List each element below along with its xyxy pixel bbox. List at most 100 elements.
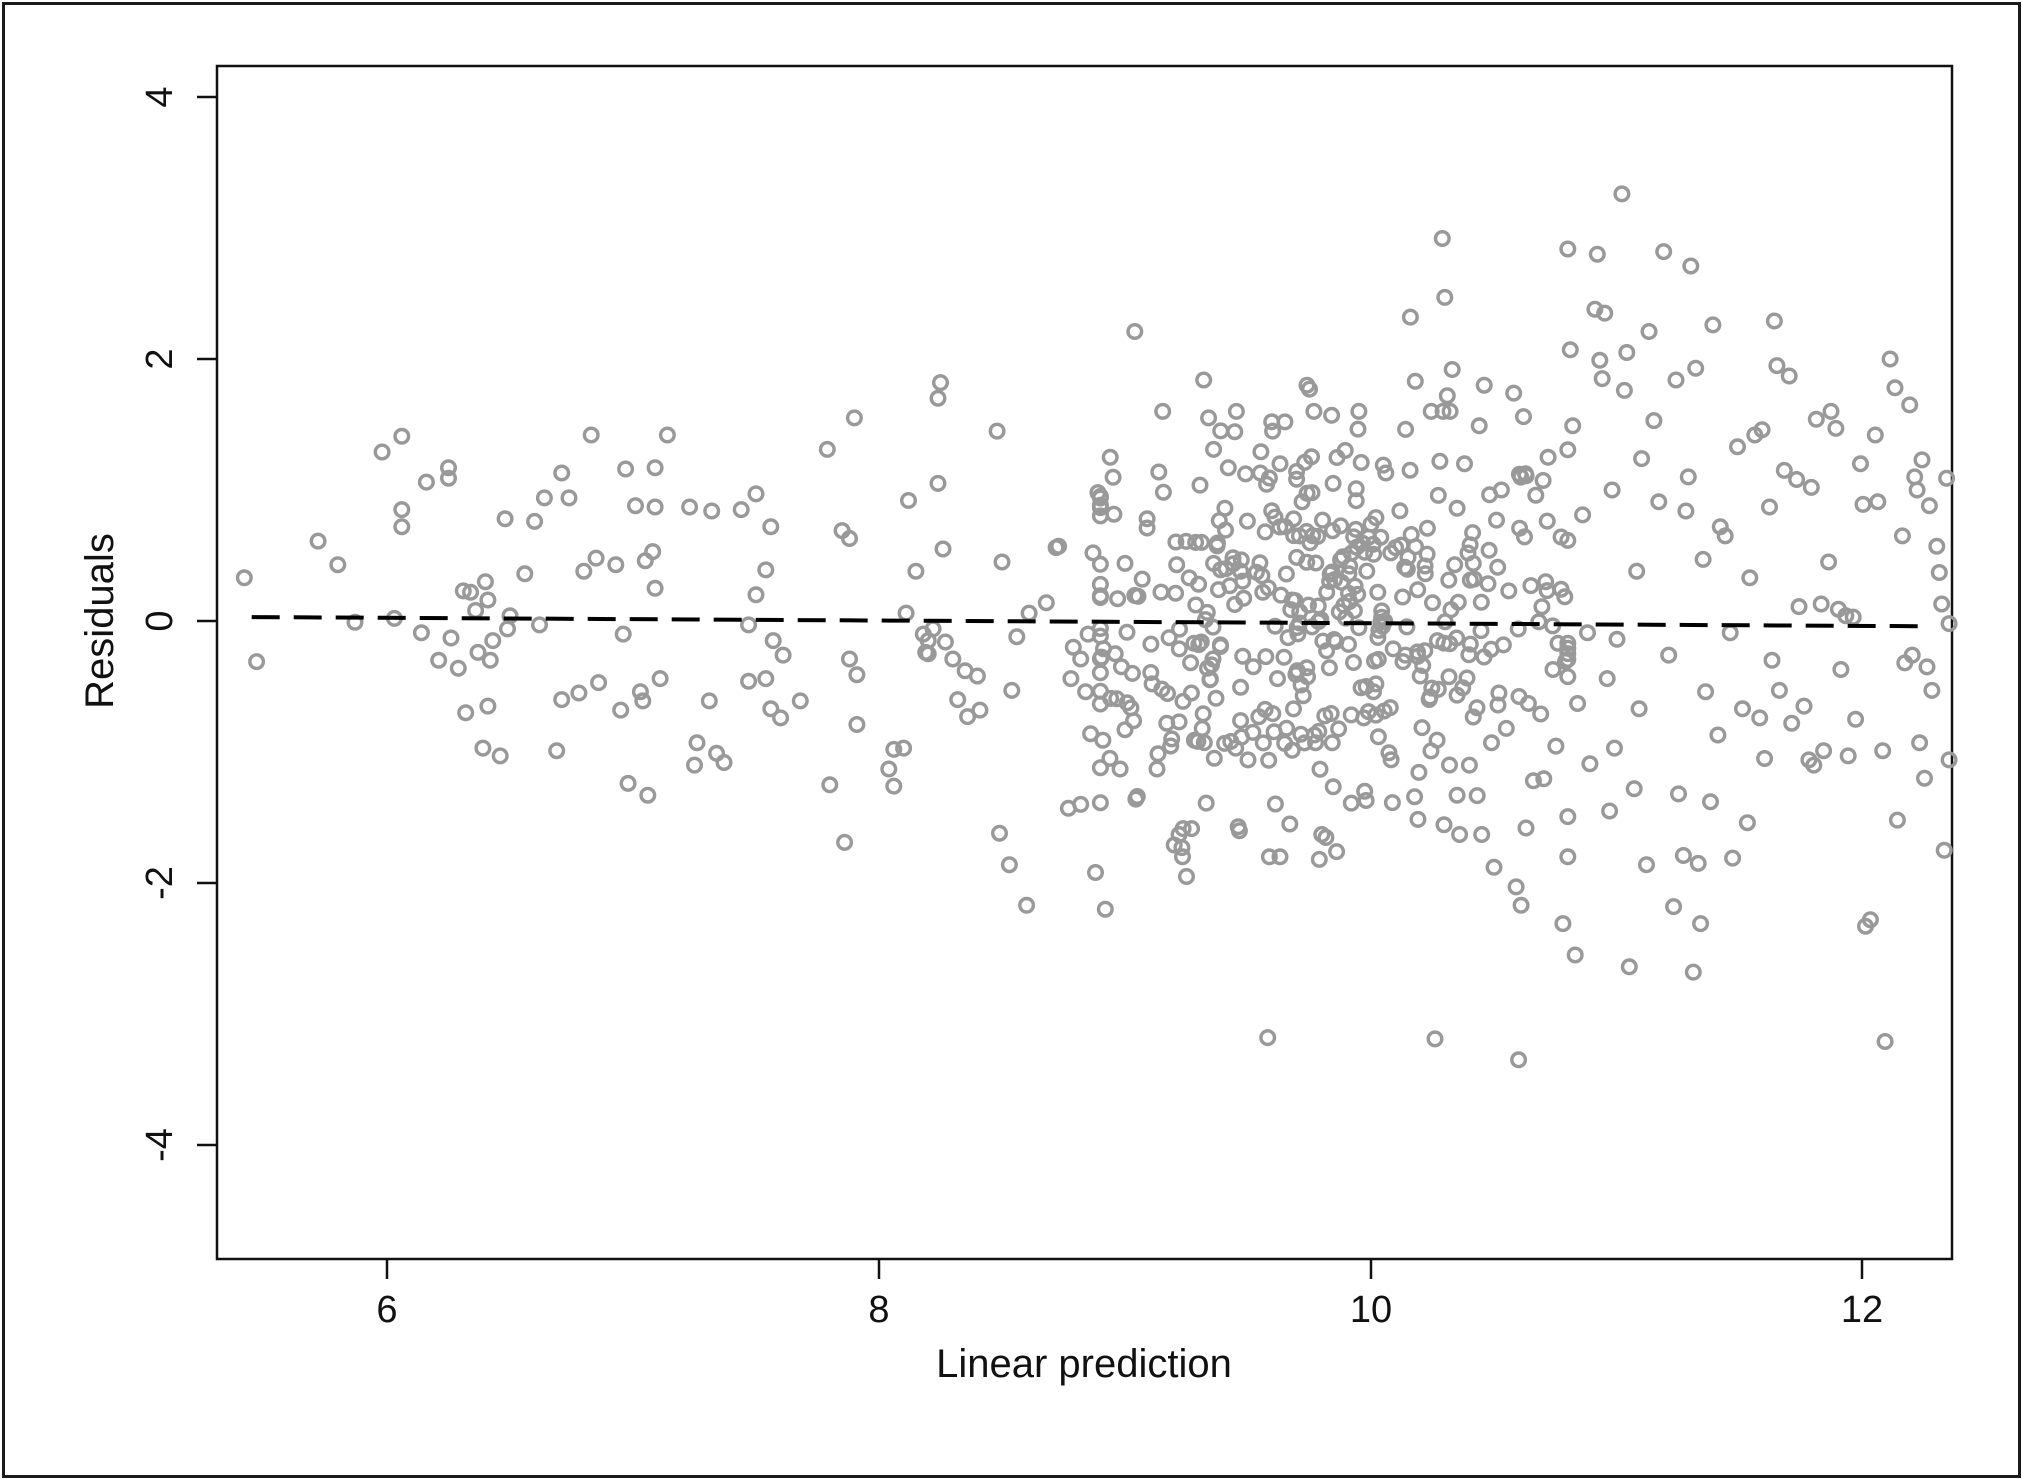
data-point bbox=[1440, 571, 1458, 589]
data-point bbox=[1150, 463, 1168, 481]
data-point bbox=[1219, 459, 1237, 477]
data-point bbox=[1459, 544, 1477, 562]
data-point bbox=[1356, 782, 1374, 800]
data-point bbox=[1101, 448, 1119, 466]
data-point bbox=[1832, 661, 1850, 679]
data-point bbox=[1232, 712, 1250, 730]
data-point bbox=[1149, 745, 1167, 763]
data-point bbox=[501, 607, 519, 625]
data-point bbox=[1470, 417, 1488, 435]
data-point bbox=[1310, 850, 1328, 868]
data-point bbox=[1008, 628, 1026, 646]
data-point bbox=[764, 632, 782, 650]
data-point bbox=[1192, 533, 1210, 551]
data-points bbox=[235, 185, 1958, 1069]
data-point bbox=[1118, 694, 1136, 712]
data-point bbox=[1251, 554, 1269, 572]
data-point bbox=[1282, 601, 1300, 619]
data-point bbox=[1401, 308, 1419, 326]
data-point bbox=[1072, 650, 1090, 668]
data-point bbox=[1318, 583, 1336, 601]
data-point bbox=[1307, 554, 1325, 572]
data-point bbox=[1514, 408, 1532, 426]
data-point bbox=[1328, 843, 1346, 861]
data-point bbox=[1084, 544, 1102, 562]
data-point bbox=[449, 659, 467, 677]
data-point bbox=[1162, 737, 1180, 755]
data-point bbox=[1418, 519, 1436, 537]
data-point bbox=[1324, 474, 1342, 492]
data-point bbox=[1369, 583, 1387, 601]
data-point bbox=[1505, 384, 1523, 402]
data-point bbox=[1250, 708, 1268, 726]
data-point bbox=[1940, 751, 1958, 769]
data-point bbox=[548, 742, 566, 760]
data-point bbox=[1694, 550, 1712, 568]
data-point bbox=[1539, 448, 1557, 466]
data-point bbox=[1360, 528, 1378, 546]
data-point bbox=[1332, 517, 1350, 535]
data-point bbox=[1104, 468, 1122, 486]
data-point bbox=[1918, 658, 1936, 676]
data-point bbox=[1109, 590, 1127, 608]
data-point bbox=[900, 492, 918, 510]
data-point bbox=[1349, 420, 1367, 438]
data-point bbox=[1003, 681, 1021, 699]
data-point bbox=[1494, 636, 1512, 654]
data-point bbox=[1763, 651, 1781, 669]
data-point bbox=[1423, 594, 1441, 612]
data-point bbox=[845, 409, 863, 427]
data-point bbox=[1263, 413, 1281, 431]
data-point bbox=[1473, 826, 1491, 844]
data-point bbox=[1527, 486, 1545, 504]
data-point bbox=[1391, 502, 1409, 520]
data-point bbox=[1154, 402, 1172, 420]
data-point bbox=[1500, 582, 1518, 600]
data-point bbox=[1728, 438, 1746, 456]
data-point bbox=[1655, 243, 1673, 261]
data-point bbox=[1682, 257, 1700, 275]
data-point bbox=[1677, 502, 1695, 520]
data-point bbox=[393, 501, 411, 519]
data-point bbox=[560, 489, 578, 507]
data-point bbox=[1574, 506, 1592, 524]
data-point bbox=[1481, 486, 1499, 504]
data-point bbox=[971, 701, 989, 719]
data-point bbox=[1232, 728, 1250, 746]
y-tick-label: -2 bbox=[139, 866, 181, 900]
data-point bbox=[1485, 858, 1503, 876]
data-point bbox=[1650, 493, 1668, 511]
data-point bbox=[1559, 848, 1577, 866]
data-point bbox=[1697, 683, 1715, 701]
data-point bbox=[1367, 675, 1385, 693]
data-point bbox=[1232, 678, 1250, 696]
data-point bbox=[1260, 848, 1278, 866]
data-point bbox=[479, 697, 497, 715]
fitted-line bbox=[251, 615, 1923, 629]
data-point bbox=[440, 459, 458, 477]
data-point bbox=[1295, 734, 1313, 752]
data-point bbox=[1460, 646, 1478, 664]
data-point bbox=[1410, 763, 1428, 781]
data-point bbox=[1298, 553, 1316, 571]
data-point bbox=[1194, 705, 1212, 723]
data-point bbox=[1350, 619, 1368, 637]
data-point bbox=[1436, 288, 1454, 306]
data-point bbox=[1050, 537, 1068, 555]
data-point bbox=[1298, 484, 1316, 502]
data-point bbox=[1313, 511, 1331, 529]
data-point bbox=[1374, 456, 1392, 474]
data-point bbox=[1182, 654, 1200, 672]
data-point bbox=[1091, 507, 1109, 525]
data-point bbox=[1271, 455, 1289, 473]
data-point bbox=[614, 625, 632, 643]
data-point bbox=[1768, 357, 1786, 375]
data-point bbox=[1281, 815, 1299, 833]
data-point bbox=[1448, 786, 1466, 804]
data-point bbox=[1790, 598, 1808, 616]
data-point bbox=[1586, 300, 1604, 318]
data-point bbox=[1458, 669, 1476, 687]
data-point bbox=[757, 561, 775, 579]
data-point bbox=[880, 760, 898, 778]
data-point bbox=[1775, 461, 1793, 479]
